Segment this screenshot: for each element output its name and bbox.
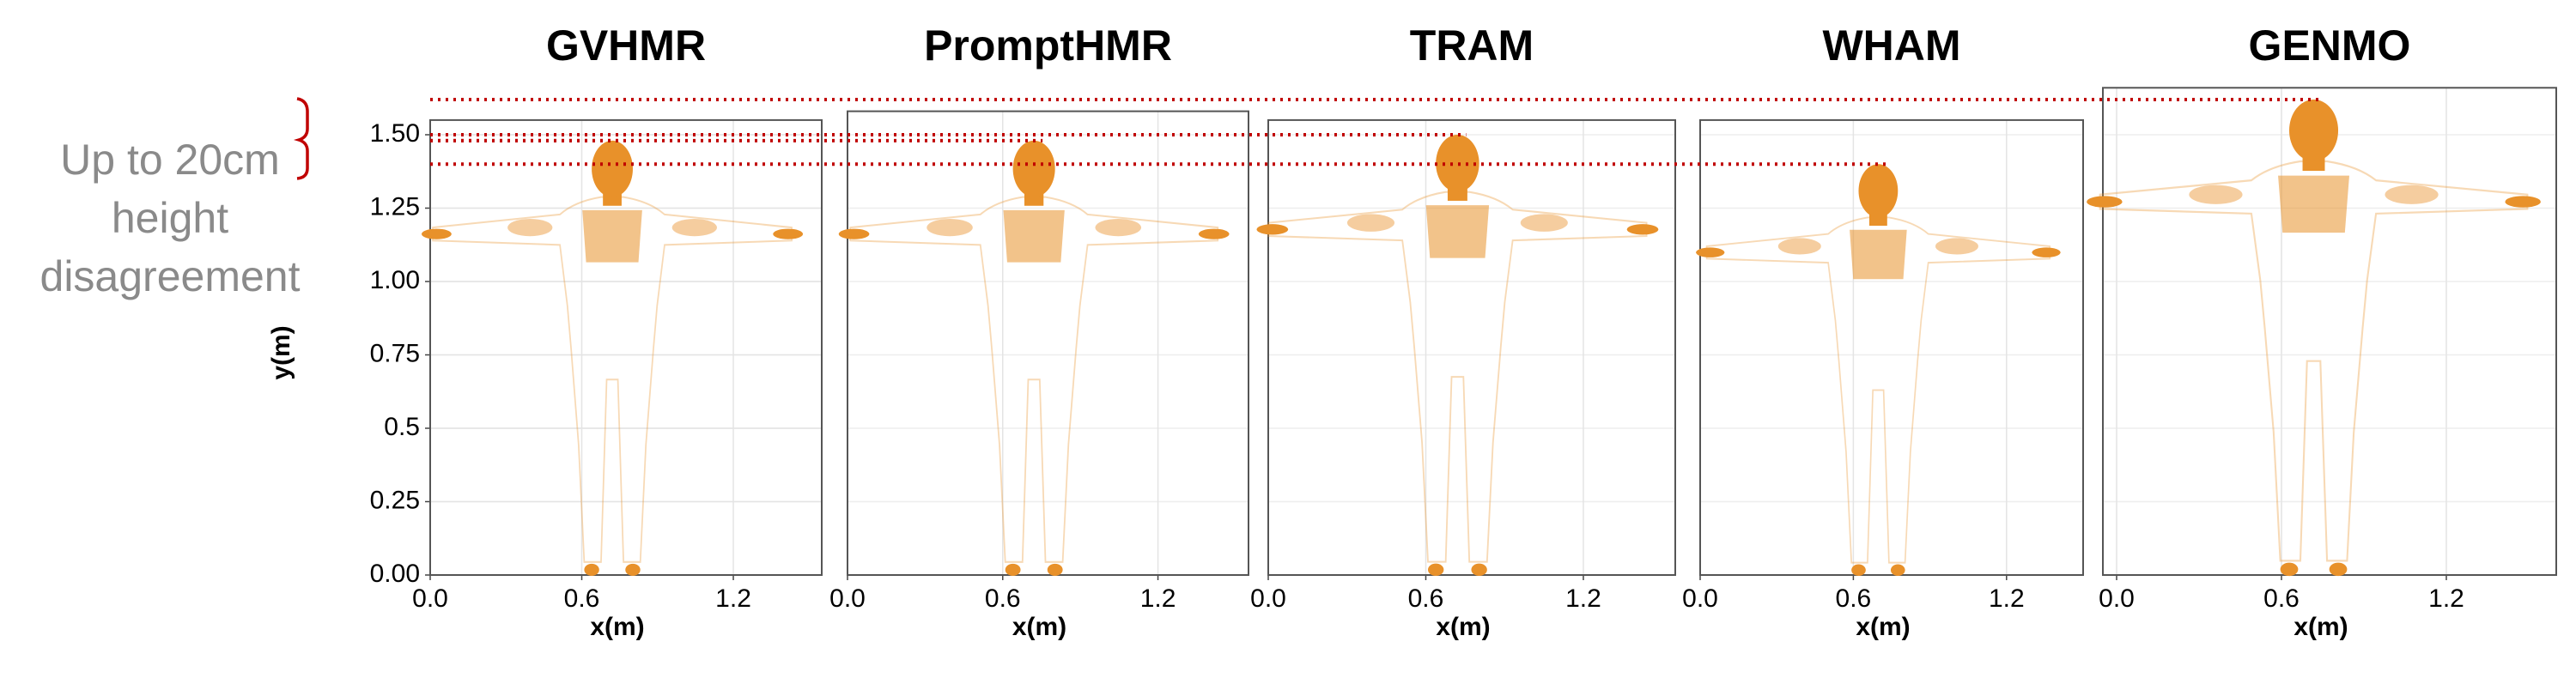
x-tick-label: 0.6 <box>2263 584 2300 613</box>
human-point-cloud <box>421 140 804 577</box>
y-tick-label: 0.75 <box>370 339 420 367</box>
head <box>592 140 633 197</box>
foot <box>1471 563 1487 577</box>
axes-frame <box>2102 87 2557 576</box>
x-tick-label: 0.0 <box>1250 584 1286 613</box>
x-axis-label: x(m) <box>1856 613 1910 641</box>
human-point-cloud <box>838 140 1230 577</box>
y-tick-label: 1.25 <box>370 192 420 221</box>
hand <box>1198 228 1230 239</box>
y-tick-label: 0.25 <box>370 486 420 514</box>
head <box>2289 99 2339 161</box>
shoulder <box>2189 185 2243 204</box>
human-point-cloud <box>1696 164 2061 576</box>
y-tick-label: 1.50 <box>370 119 420 148</box>
hand <box>1626 224 1659 235</box>
torso-core <box>1003 209 1065 263</box>
hand <box>773 228 804 239</box>
body <box>849 196 1219 563</box>
y-tick-label: 1.00 <box>370 266 420 294</box>
hand <box>2087 196 2123 208</box>
annotation-text: Up to 20cm <box>60 136 280 184</box>
hand <box>2505 196 2541 208</box>
torso-core <box>1425 205 1490 258</box>
annotation-text: disagreement <box>40 252 301 300</box>
panel-title: GVHMR <box>546 21 706 70</box>
hand <box>838 228 870 239</box>
x-tick-label: 0.0 <box>1682 584 1718 613</box>
human-point-cloud <box>2087 99 2541 577</box>
axes-frame <box>1267 118 1676 576</box>
human-point-cloud <box>1256 135 1659 577</box>
x-tick-label: 1.2 <box>1140 584 1176 613</box>
body <box>1267 191 1648 563</box>
x-tick-label: 0.0 <box>829 584 866 613</box>
bracket <box>293 97 309 180</box>
x-tick-label: 1.2 <box>1565 584 1601 613</box>
x-axis-label: x(m) <box>2293 613 2348 641</box>
head <box>1858 164 1899 218</box>
body <box>2099 160 2529 562</box>
foot <box>1005 563 1021 577</box>
panel-title: TRAM <box>1410 21 1534 70</box>
shoulder <box>927 218 973 237</box>
axes-frame <box>1699 118 2084 576</box>
annotation-text: height <box>112 194 228 242</box>
head <box>1012 140 1055 197</box>
shoulder <box>1346 214 1395 232</box>
x-tick-label: 1.2 <box>1989 584 2025 613</box>
x-tick-label: 1.2 <box>715 584 751 613</box>
x-tick-label: 0.6 <box>564 584 600 613</box>
shoulder <box>1777 238 1821 255</box>
shoulder <box>2385 185 2439 204</box>
hand <box>421 228 452 239</box>
x-axis-label: x(m) <box>1436 613 1490 641</box>
x-tick-label: 0.6 <box>1836 584 1872 613</box>
x-tick-label: 0.0 <box>412 584 448 613</box>
panel-title: PromptHMR <box>924 21 1172 70</box>
axes-frame <box>847 110 1249 576</box>
y-tick-label: 0.00 <box>370 560 420 588</box>
shoulder <box>1935 238 1978 255</box>
torso-core <box>1850 229 1907 280</box>
y-axis-label: y(m) <box>267 325 295 379</box>
torso-core <box>582 209 642 263</box>
hand <box>2032 247 2061 257</box>
x-tick-label: 0.6 <box>1408 584 1444 613</box>
foot <box>1047 563 1063 577</box>
foot <box>584 563 599 577</box>
y-tick-label: 0.5 <box>384 413 420 441</box>
shoulder <box>671 218 717 237</box>
axes-frame <box>429 118 823 576</box>
head <box>1436 135 1479 192</box>
body <box>432 196 793 563</box>
hand <box>1696 247 1725 257</box>
panel-title: GENMO <box>2249 21 2411 70</box>
foot <box>2329 562 2348 577</box>
x-axis-label: x(m) <box>1012 613 1066 641</box>
hand <box>1256 224 1289 235</box>
x-tick-label: 1.2 <box>2428 584 2464 613</box>
panel-title: WHAM <box>1822 21 1960 70</box>
shoulder <box>1095 218 1142 237</box>
foot <box>2280 562 2299 577</box>
shoulder <box>507 218 553 237</box>
foot <box>625 563 641 577</box>
body <box>1705 216 2051 564</box>
foot <box>1428 563 1444 577</box>
shoulder <box>1520 214 1568 232</box>
x-tick-label: 0.6 <box>985 584 1021 613</box>
x-axis-label: x(m) <box>590 613 644 641</box>
torso-core <box>2278 175 2349 233</box>
foot <box>1851 564 1866 576</box>
foot <box>1890 564 1905 576</box>
x-tick-label: 0.0 <box>2099 584 2135 613</box>
